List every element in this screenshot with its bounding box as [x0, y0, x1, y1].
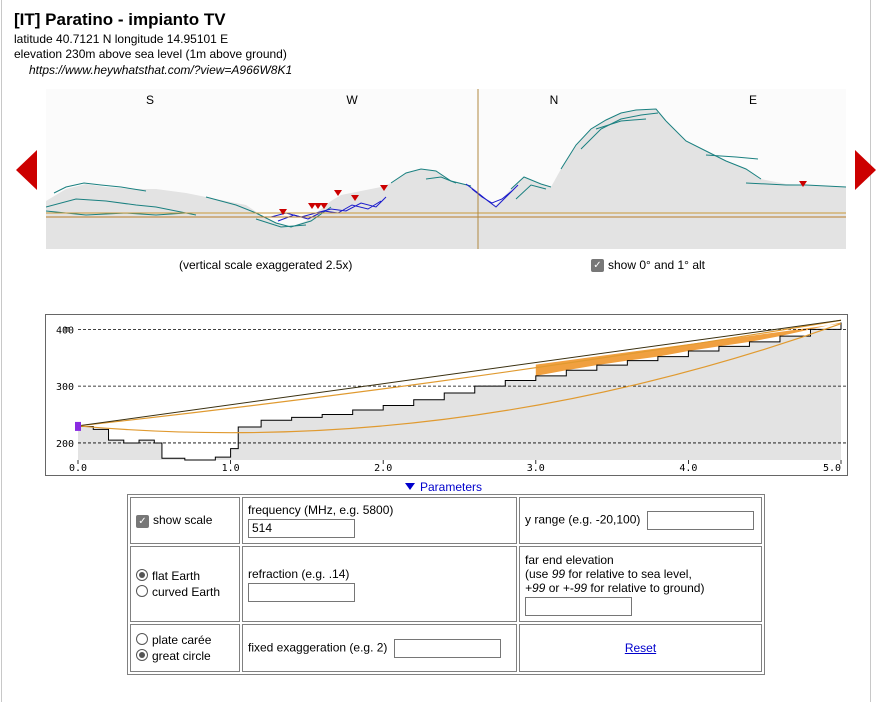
curved-earth-label: curved Earth [152, 585, 221, 599]
refraction-cell: refraction (e.g. .14) [242, 546, 517, 622]
y-range-cell: y range (e.g. -20,100) [519, 497, 762, 544]
obstruction-area [535, 322, 841, 376]
x-tick-label-4: 4.0 [679, 463, 697, 474]
target-markers [279, 181, 807, 215]
expand-triangle-icon [405, 483, 415, 490]
y-tick-label-0: 400 [56, 325, 74, 336]
projection-cell: plate carée great circle [130, 624, 240, 672]
line-of-sight [77, 319, 842, 427]
y-unit-label: m [64, 325, 69, 335]
fixed-exaggeration-label: fixed exaggeration (e.g. 2) [248, 640, 388, 655]
y-tick-label-1: 300 [56, 382, 74, 393]
ridge-lines [46, 108, 846, 228]
reset-cell: Reset [519, 624, 762, 672]
plate-caree-label: plate carée [152, 633, 212, 647]
great-circle-label: great circle [152, 649, 211, 663]
fresnel-upper-line [77, 319, 842, 427]
show-alt-label: show 0° and 1° alt [608, 258, 705, 272]
vertical-scale-note: (vertical scale exaggerated 2.5x) [179, 258, 353, 272]
x-tick-label-0: 0.0 [69, 463, 87, 474]
far-end-label-line2: (use 99 for relative to sea level, [525, 566, 692, 581]
x-tick-label-5: 5.0 km [823, 463, 848, 474]
far-end-cell: far end elevation (use 99 for relative t… [519, 546, 762, 622]
frequency-label: frequency (MHz, e.g. 5800) [248, 503, 394, 517]
show-alt-toggle[interactable]: ✓ show 0° and 1° alt [591, 258, 705, 272]
parameters-toggle[interactable]: Parameters [405, 480, 482, 494]
view-url-text: https://www.heywhatsthat.com/?view=A966W… [29, 63, 293, 77]
x-tick-label-2: 2.0 [374, 463, 392, 474]
far-end-elevation-input[interactable] [525, 596, 632, 616]
fixed-exaggeration-input[interactable] [393, 638, 501, 658]
radio-unselected-icon[interactable] [136, 633, 148, 645]
curved-earth-option[interactable]: curved Earth [136, 585, 234, 599]
earth-model-cell: flat Earth curved Earth [130, 546, 240, 622]
radio-selected-icon[interactable] [136, 649, 148, 661]
far-end-label-line3: +99 or +-99 for relative to ground) [525, 580, 705, 595]
frequency-input[interactable]: 514 [248, 519, 355, 538]
panorama-view[interactable]: S W N E [46, 89, 846, 249]
flat-earth-option[interactable]: flat Earth [136, 569, 234, 583]
refraction-input[interactable] [248, 582, 355, 602]
x-tick-label-1: 1.0 [222, 463, 240, 474]
show-scale-option[interactable]: ✓ show scale [136, 513, 213, 528]
show-scale-label: show scale [153, 513, 213, 527]
compass-label-e: E [749, 93, 757, 107]
compass-label-s: S [146, 93, 154, 107]
parameters-label: Parameters [420, 480, 483, 494]
far-end-label-line1: far end elevation [525, 552, 614, 567]
radio-selected-icon[interactable] [136, 569, 148, 581]
page-border-right [870, 0, 871, 702]
show-scale-cell[interactable]: ✓ show scale [130, 497, 240, 544]
page-title: [IT] Paratino - impianto TV [14, 10, 226, 29]
compass-label-n: N [550, 93, 559, 107]
coordinates-text: latitude 40.7121 N longitude 14.95101 E [14, 32, 229, 46]
pan-right-arrow-icon[interactable] [855, 150, 876, 190]
radio-unselected-icon[interactable] [136, 585, 148, 597]
observer-marker [75, 421, 81, 431]
pan-left-arrow-icon[interactable] [16, 150, 37, 190]
checkbox-checked-icon[interactable]: ✓ [591, 258, 604, 272]
great-circle-option[interactable]: great circle [136, 649, 234, 663]
plate-caree-option[interactable]: plate carée [136, 633, 234, 647]
fresnel-lower-line [77, 323, 842, 434]
y-tick-label-2: 200 [56, 439, 74, 450]
y-range-input[interactable] [646, 511, 754, 530]
profile-chart[interactable]: 400 300 200 m 0.0 1.0 2.0 3.0 4.0 5.0 km [45, 314, 848, 476]
fixed-exaggeration-cell: fixed exaggeration (e.g. 2) [242, 624, 517, 672]
page-border-left [1, 0, 2, 702]
y-range-label: y range (e.g. -20,100) [525, 512, 641, 527]
terrain-area [78, 322, 841, 460]
compass-label-w: W [346, 93, 358, 107]
reset-link[interactable]: Reset [624, 641, 657, 655]
refraction-label: refraction (e.g. .14) [248, 566, 350, 581]
frequency-cell: frequency (MHz, e.g. 5800) 514 [242, 497, 517, 544]
x-tick-label-3: 3.0 [527, 463, 545, 474]
checkbox-checked-icon[interactable]: ✓ [136, 515, 149, 528]
dense-terrain-detail [270, 183, 519, 222]
parameters-table: ✓ show scale frequency (MHz, e.g. 5800) 5… [127, 494, 765, 675]
elevation-text: elevation 230m above sea level (1m above… [14, 47, 287, 61]
flat-earth-label: flat Earth [152, 569, 201, 583]
